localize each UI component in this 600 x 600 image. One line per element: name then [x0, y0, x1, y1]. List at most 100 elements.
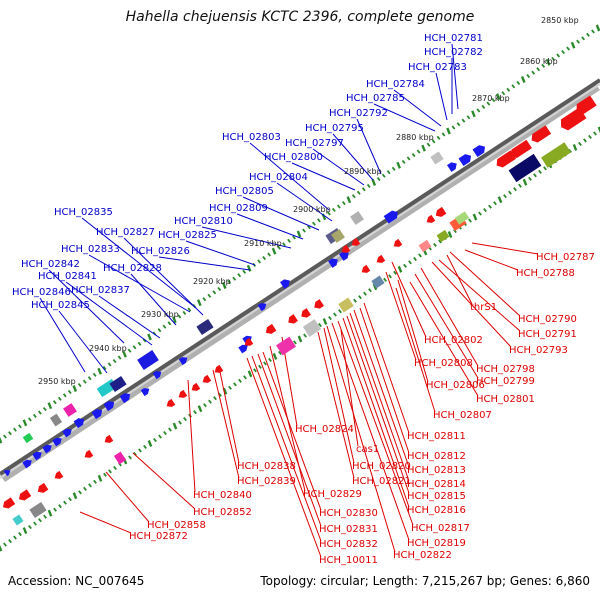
inner-tick — [338, 309, 342, 314]
reverse-gene-label[interactable]: HCH_02830 — [319, 508, 378, 519]
reverse-gene-label[interactable]: HCH_02793 — [509, 345, 568, 356]
forward-gene-arrow — [328, 258, 338, 268]
inner-tick — [18, 532, 22, 537]
reverse-gene-arrow — [166, 398, 176, 407]
forward-gene-arrow — [140, 388, 150, 397]
outer-tick — [82, 379, 87, 384]
forward-gene-label[interactable]: HCH_02810 — [174, 216, 233, 227]
forward-gene-label[interactable]: HCH_02825 — [158, 230, 217, 241]
outer-tick — [531, 70, 536, 75]
reverse-gene-label[interactable]: HCH_02815 — [407, 491, 466, 502]
reverse-gene-label[interactable]: cas1 — [356, 444, 379, 455]
reverse-gene-label[interactable]: HCH_02821 — [352, 476, 411, 487]
reverse-leader — [420, 267, 479, 367]
reverse-gene-label[interactable]: HCH_02813 — [407, 465, 466, 476]
forward-leader — [48, 269, 125, 344]
forward-gene-label[interactable]: HCH_02828 — [103, 263, 162, 274]
outer-tick — [551, 56, 556, 61]
forward-gene-label[interactable]: HCH_02837 — [71, 285, 130, 296]
outer-tick — [501, 91, 506, 96]
forward-leader — [58, 310, 108, 374]
gene-block-pink — [418, 239, 432, 253]
reverse-gene-label[interactable]: HCH_02840 — [193, 490, 252, 501]
reverse-gene-label[interactable]: HCH_02808 — [414, 358, 473, 369]
forward-gene-label[interactable]: HCH_02827 — [96, 227, 155, 238]
gene-block-grey — [49, 413, 63, 427]
reverse-gene-label[interactable]: HCH_02811 — [407, 431, 466, 442]
reverse-gene-label[interactable]: HCH_02801 — [476, 394, 535, 405]
forward-gene-label[interactable]: HCH_02797 — [285, 138, 344, 149]
reverse-gene-label[interactable]: HCH_02816 — [407, 505, 466, 516]
forward-gene-label[interactable]: HCH_02795 — [305, 123, 364, 134]
reverse-gene-label[interactable]: HCH_02832 — [319, 539, 378, 550]
forward-gene-label[interactable]: HCH_02803 — [222, 132, 281, 143]
forward-gene-label[interactable]: HCH_02800 — [264, 152, 323, 163]
reverse-gene-label[interactable]: HCH_02802 — [424, 335, 483, 346]
outer-tick — [441, 132, 446, 137]
forward-gene-arrow — [32, 451, 42, 461]
reverse-gene-label[interactable]: HCH_02824 — [295, 424, 354, 435]
reverse-gene-label[interactable]: thrS1 — [470, 302, 497, 313]
outer-tick — [62, 393, 67, 398]
forward-gene-arrow — [447, 162, 457, 172]
forward-gene-label[interactable]: HCH_02792 — [329, 108, 388, 119]
forward-gene-label[interactable]: HCH_02804 — [249, 172, 308, 183]
reverse-gene-arrow — [265, 323, 277, 334]
forward-gene-label[interactable]: HCH_02781 — [424, 33, 483, 44]
reverse-gene-label[interactable]: HCH_02829 — [303, 489, 362, 500]
outer-tick — [561, 49, 566, 55]
forward-gene-label[interactable]: HCH_02826 — [131, 246, 190, 257]
inner-tick — [438, 239, 442, 244]
reverse-leader — [212, 369, 240, 479]
outer-tick — [541, 63, 546, 68]
inner-tick — [8, 538, 12, 544]
reverse-gene-label[interactable]: HCH_02798 — [476, 364, 535, 375]
reverse-gene-label[interactable]: HCH_02812 — [407, 451, 466, 462]
forward-gene-label[interactable]: HCH_02842 — [21, 259, 80, 270]
outer-tick — [97, 367, 102, 375]
forward-gene-label[interactable]: HCH_02841 — [38, 271, 97, 282]
outer-tick — [172, 316, 177, 324]
gene-block-blue — [137, 350, 159, 370]
outer-tick — [431, 139, 436, 144]
reverse-gene-label[interactable]: HCH_02799 — [476, 376, 535, 387]
reverse-gene-label[interactable]: HCH_02839 — [237, 476, 296, 487]
outer-tick — [32, 413, 37, 419]
outer-tick — [456, 122, 461, 127]
reverse-gene-label[interactable]: HCH_02787 — [536, 252, 595, 263]
reverse-gene-label[interactable]: HCH_02820 — [352, 461, 411, 472]
forward-gene-label[interactable]: HCH_02845 — [31, 300, 90, 311]
outer-tick — [595, 24, 600, 32]
forward-gene-label[interactable]: HCH_02805 — [215, 186, 274, 197]
forward-gene-label[interactable]: HCH_02846 — [12, 287, 71, 298]
kbp-label: 2860 kbp — [520, 57, 558, 66]
forward-gene-label[interactable]: HCH_02784 — [366, 79, 425, 90]
reverse-gene-label[interactable]: HCH_02814 — [407, 479, 466, 490]
forward-gene-label[interactable]: HCH_02835 — [54, 207, 113, 218]
reverse-gene-label[interactable]: HCH_02852 — [193, 507, 252, 518]
reverse-gene-label[interactable]: HCH_02807 — [433, 410, 492, 421]
reverse-gene-label[interactable]: HCH_02838 — [237, 461, 296, 472]
reverse-gene-label[interactable]: HCH_02806 — [426, 380, 485, 391]
reverse-gene-label[interactable]: HCH_02788 — [516, 268, 575, 279]
reverse-gene-label[interactable]: HCH_02790 — [518, 314, 577, 325]
reverse-gene-label[interactable]: HCH_02822 — [393, 550, 452, 561]
reverse-gene-label[interactable]: HCH_02858 — [147, 520, 206, 531]
reverse-gene-label[interactable]: HCH_02817 — [411, 523, 470, 534]
reverse-gene-label[interactable]: HCH_02831 — [319, 524, 378, 535]
gene-block-olive — [331, 229, 345, 243]
reverse-gene-label[interactable]: HCH_02791 — [518, 329, 577, 340]
outer-tick — [13, 427, 17, 432]
reverse-gene-label[interactable]: HCH_02819 — [407, 538, 466, 549]
forward-gene-label[interactable]: HCH_02809 — [209, 203, 268, 214]
forward-gene-label[interactable]: HCH_02785 — [346, 93, 405, 104]
inner-tick — [228, 385, 232, 390]
outer-tick — [526, 74, 531, 79]
outer-tick — [516, 80, 521, 85]
forward-gene-label[interactable]: HCH_02783 — [408, 62, 467, 73]
gene-block-navy — [196, 318, 214, 336]
forward-gene-label[interactable]: HCH_02782 — [424, 47, 483, 58]
forward-gene-label[interactable]: HCH_02833 — [61, 244, 120, 255]
reverse-gene-label[interactable]: HCH_02872 — [129, 531, 188, 542]
reverse-gene-label[interactable]: HCH_10011 — [319, 555, 378, 566]
